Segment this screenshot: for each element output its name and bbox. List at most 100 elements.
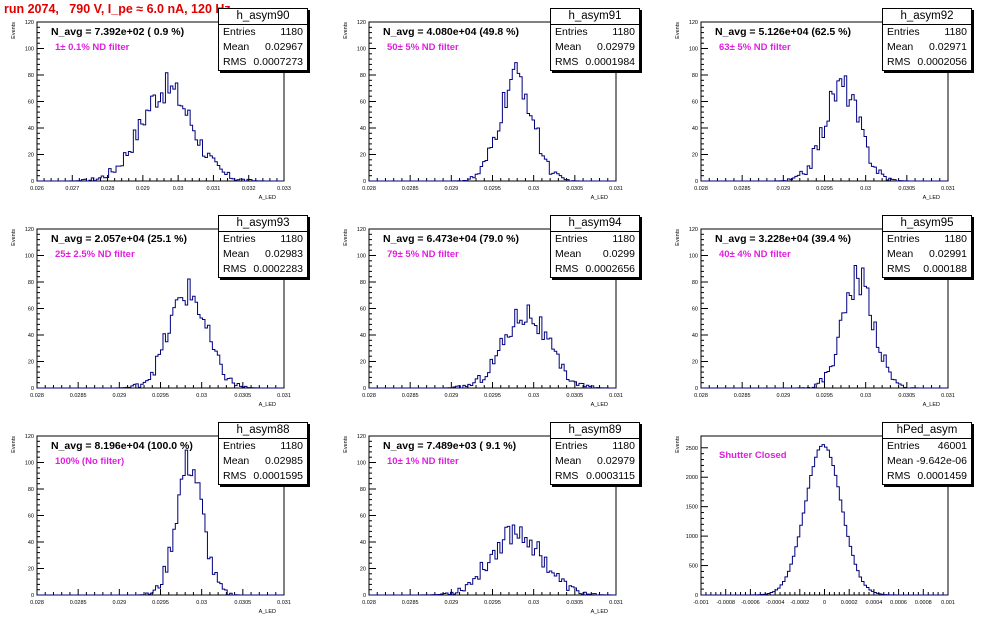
stats-row-entries: Entries 1180	[551, 439, 639, 454]
stats-key: Entries	[555, 233, 588, 245]
stats-row-mean: Mean 0.02979	[551, 40, 639, 55]
histogram-line	[701, 75, 948, 182]
x-tick-label: 0.028	[30, 393, 44, 399]
y-tick-label: 2500	[686, 446, 698, 452]
stats-key: RMS	[555, 470, 579, 482]
stats-value: 1180	[280, 440, 303, 452]
stats-value: 1180	[612, 440, 635, 452]
stats-value: 46001	[937, 440, 967, 452]
x-tick-label: 0.03	[173, 186, 184, 192]
x-tick-label: 0.0285	[402, 393, 419, 399]
stats-row-mean: Mean 0.02983	[219, 247, 307, 262]
y-tick-label: 80	[692, 280, 698, 286]
histogram-plot: 0.028 0.0285 0.029 0.0295 0.03 0.0305 0.031 0 20…	[11, 434, 291, 615]
x-tick-label: 0.0295	[816, 393, 833, 399]
x-tick-label: 0.029	[444, 186, 458, 192]
histogram-plot: 0.028 0.0285 0.029 0.0295 0.03 0.0305 0.031 0 20…	[343, 20, 623, 201]
navg-label: N_avg = 2.057e+04 (25.1 %)	[51, 233, 188, 245]
x-axis-label: A_LED	[259, 609, 276, 615]
stats-box: h_asym88 Entries 1180 Mean 0.02985 RMS 0.00015…	[218, 422, 308, 485]
histogram-name: h_asym88	[219, 423, 307, 439]
y-tick-label: 40	[28, 540, 34, 546]
stats-key: Entries	[555, 26, 588, 38]
stats-key: RMS	[555, 56, 579, 68]
histogram-line	[701, 444, 948, 596]
y-tick-label: 60	[28, 307, 34, 313]
y-tick-label: 20	[28, 567, 34, 573]
histogram-name: h_asym91	[551, 9, 639, 25]
x-tick-label: 0.028	[362, 600, 376, 606]
navg-label: N_avg = 8.196e+04 (100.0 %)	[51, 440, 193, 452]
stats-row-mean: Mean 0.02979	[551, 454, 639, 469]
filter-note: 63± 5% ND filter	[719, 42, 791, 53]
histogram-line	[369, 524, 616, 596]
stats-value: 0.0003115	[586, 470, 635, 482]
y-tick-label: 40	[28, 126, 34, 132]
x-tick-label: 0.0305	[234, 393, 251, 399]
histogram-plot: 0.026 0.027 0.028 0.029 0.03 0.031 0.032 0.033 0…	[11, 20, 291, 201]
stats-value: 1180	[944, 26, 967, 38]
stats-key: RMS	[555, 263, 579, 275]
filter-note: Shutter Closed	[719, 450, 787, 461]
histogram-panel-h_asym90: 0.026 0.027 0.028 0.029 0.03 0.031 0.032 0.033 0…	[0, 0, 332, 207]
y-axis-label: Events	[343, 436, 349, 453]
histogram-line	[369, 62, 616, 182]
histogram-plot: 0.028 0.0285 0.029 0.0295 0.03 0.0305 0.031 0 20…	[343, 227, 623, 408]
y-tick-label: 20	[360, 153, 366, 159]
histogram-panel-h_asym93: 0.028 0.0285 0.029 0.0295 0.03 0.0305 0.031 0 20…	[0, 207, 332, 414]
x-tick-label: 0.03	[860, 186, 871, 192]
stats-key: Entries	[887, 440, 920, 452]
stats-key: RMS	[223, 56, 247, 68]
y-tick-label: 80	[360, 487, 366, 493]
stats-key: Mean	[223, 248, 250, 260]
y-tick-label: 20	[360, 567, 366, 573]
y-tick-label: 40	[360, 126, 366, 132]
stats-key: Entries	[223, 26, 256, 38]
stats-key: Mean	[555, 248, 582, 260]
filter-note: 10± 1% ND filter	[387, 456, 459, 467]
stats-value: 1180	[612, 26, 635, 38]
stats-box: h_asym89 Entries 1180 Mean 0.02979 RMS 0.00031…	[550, 422, 640, 485]
navg-label: N_avg = 3.228e+04 (39.4 %)	[715, 233, 852, 245]
x-tick-label: 0.0305	[234, 600, 251, 606]
stats-box: h_asym95 Entries 1180 Mean 0.02991 RMS 0.00018…	[882, 215, 972, 278]
histogram-name: hPed_asym	[883, 423, 971, 439]
stats-value: 1180	[280, 233, 303, 245]
x-axis-label: A_LED	[259, 402, 276, 408]
histogram-plot: 0.028 0.0285 0.029 0.0295 0.03 0.0305 0.031 0 20…	[675, 227, 955, 408]
x-tick-label: 0.029	[112, 393, 126, 399]
stats-value: 0.0299	[602, 248, 635, 260]
histogram-panel-h_asym91: 0.028 0.0285 0.029 0.0295 0.03 0.0305 0.031 0 20…	[332, 0, 664, 207]
stats-value: 0.02991	[929, 248, 967, 260]
y-axis-label: Events	[675, 436, 681, 453]
x-tick-label: 0.031	[609, 186, 623, 192]
stats-row-mean: Mean 0.02971	[883, 40, 971, 55]
y-tick-label: 20	[692, 153, 698, 159]
stats-row-mean: Mean -9.642e-06	[883, 454, 971, 469]
stats-key: Mean	[223, 41, 250, 53]
y-tick-label: 0	[695, 386, 698, 392]
y-tick-label: 100	[357, 47, 366, 53]
x-axis-label: A_LED	[259, 195, 276, 201]
stats-row-entries: Entries 1180	[219, 439, 307, 454]
stats-row-mean: Mean 0.02967	[219, 40, 307, 55]
y-tick-label: 60	[360, 100, 366, 106]
y-tick-label: 100	[689, 47, 698, 53]
x-tick-label: 0.029	[136, 186, 150, 192]
x-axis-label: A_LED	[591, 609, 608, 615]
stats-row-rms: RMS 0.000188	[883, 262, 971, 277]
stats-row-mean: Mean 0.02991	[883, 247, 971, 262]
x-tick-label: 0.029	[776, 393, 790, 399]
histogram-name: h_asym93	[219, 216, 307, 232]
filter-note: 1± 0.1% ND filter	[55, 42, 130, 53]
y-tick-label: 40	[692, 126, 698, 132]
stats-key: Entries	[887, 26, 920, 38]
y-tick-label: 120	[357, 20, 366, 26]
histogram-name: h_asym90	[219, 9, 307, 25]
stats-row-rms: RMS 0.0002656	[551, 262, 639, 277]
x-tick-label: 0.031	[941, 186, 955, 192]
x-tick-label: 0.0305	[566, 186, 583, 192]
stats-row-entries: Entries 1180	[551, 232, 639, 247]
navg-label: N_avg = 4.080e+04 (49.8 %)	[383, 26, 520, 38]
stats-box: hPed_asym Entries 46001 Mean -9.642e-06 RMS 0.…	[882, 422, 972, 485]
